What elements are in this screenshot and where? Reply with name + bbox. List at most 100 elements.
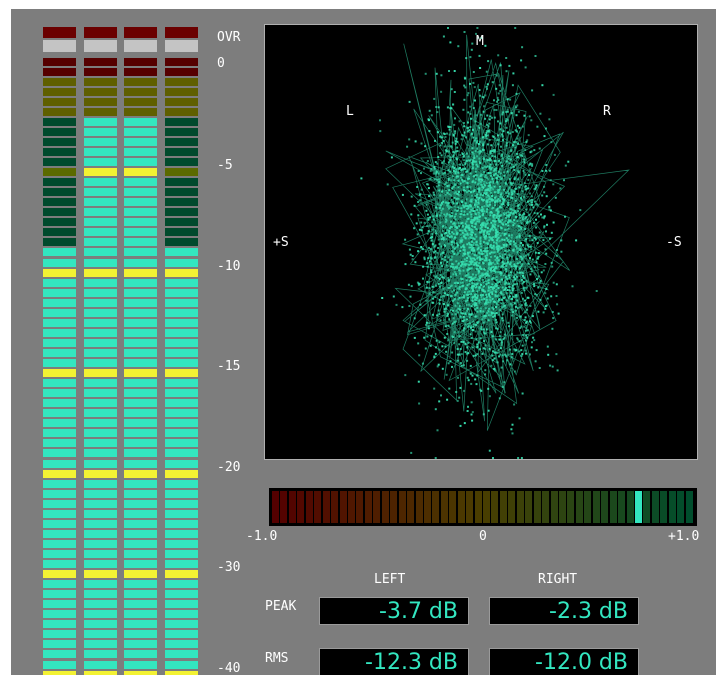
meter-segment	[43, 379, 76, 387]
correlation-segment	[533, 491, 541, 523]
meter-segment	[165, 78, 198, 86]
meter-segment	[84, 650, 117, 658]
meter-segment	[43, 238, 76, 246]
meter-segment	[84, 269, 117, 277]
meter-segment	[84, 389, 117, 397]
meter-segment	[43, 620, 76, 628]
peak-row-label: PEAK	[265, 599, 297, 614]
meter-segment	[43, 640, 76, 648]
correlation-segment	[660, 491, 668, 523]
meter-segment	[165, 510, 198, 518]
correlation-segment	[288, 491, 296, 523]
rms-right-readout: -12.0 dB	[489, 648, 639, 675]
meter-segment	[165, 530, 198, 538]
meter-segment	[124, 309, 157, 317]
meter-segment	[84, 279, 117, 287]
meter-segment	[84, 480, 117, 488]
meter-segment	[124, 399, 157, 407]
meter-segment	[84, 359, 117, 367]
meter-segment	[124, 520, 157, 528]
meter-segment	[165, 58, 198, 66]
meter-segment	[165, 128, 198, 136]
meter-segment	[124, 550, 157, 558]
meter-segment	[84, 128, 117, 136]
meter-segment	[124, 148, 157, 156]
meter-segment	[43, 108, 76, 116]
meter-segment	[84, 228, 117, 236]
meter-segment	[124, 88, 157, 96]
meter-segment	[124, 198, 157, 206]
meter-segment	[165, 671, 198, 675]
meter-segment	[43, 208, 76, 216]
goniometer-display: M L R +S -S	[264, 24, 698, 460]
correlation-segment	[373, 491, 381, 523]
meter-segment	[124, 600, 157, 608]
goniometer-label-minus-s: -S	[666, 235, 682, 250]
correlation-segment	[525, 491, 533, 523]
correlation-segment	[584, 491, 592, 523]
meter-segment	[124, 279, 157, 287]
meter-segment	[84, 550, 117, 558]
correlation-tick-minus-1: -1.0	[246, 529, 278, 544]
ovr-divider	[43, 40, 76, 52]
correlation-segment	[643, 491, 651, 523]
meter-segment	[124, 359, 157, 367]
ovr-indicator	[165, 27, 198, 38]
meter-segment	[124, 389, 157, 397]
meter-segment	[124, 58, 157, 66]
correlation-segment	[381, 491, 389, 523]
meter-segment	[165, 650, 198, 658]
meter-segment	[43, 148, 76, 156]
meter-segment	[43, 429, 76, 437]
meter-segment	[165, 299, 198, 307]
meter-segment	[165, 661, 198, 669]
scale-label-0: 0	[217, 56, 225, 71]
meter-segment	[43, 480, 76, 488]
meter-segment	[165, 570, 198, 578]
meter-segment	[124, 269, 157, 277]
meter-segment	[43, 118, 76, 126]
meter-segment	[84, 118, 117, 126]
correlation-segment	[457, 491, 465, 523]
meter-segment	[165, 319, 198, 327]
meter-segment	[43, 319, 76, 327]
meter-segment	[84, 540, 117, 548]
meter-segment	[165, 640, 198, 648]
meter-segment	[84, 580, 117, 588]
meter-segment	[165, 419, 198, 427]
correlation-segment	[677, 491, 685, 523]
meter-segment	[165, 540, 198, 548]
correlation-segment	[449, 491, 457, 523]
correlation-segment	[272, 491, 279, 523]
meter-segment	[165, 349, 198, 357]
meter-segment	[84, 520, 117, 528]
correlation-segment	[516, 491, 524, 523]
correlation-segment	[356, 491, 364, 523]
scale-label-minus-30: -30	[217, 560, 241, 575]
correlation-segment	[348, 491, 355, 523]
meter-segment	[43, 550, 76, 558]
meter-segment	[43, 449, 76, 457]
meter-segment	[84, 661, 117, 669]
ovr-divider	[124, 40, 157, 52]
meter-segment	[43, 198, 76, 206]
meter-segment	[165, 379, 198, 387]
header-right-channel: RIGHT	[538, 572, 578, 587]
correlation-segment	[364, 491, 372, 523]
meter-segment	[165, 389, 198, 397]
meter-segment	[84, 419, 117, 427]
meter-panel: OVR 0 -5 -10 -15 -20 -30 -40 M L R +S -S…	[11, 9, 716, 675]
correlation-segment	[415, 491, 423, 523]
meter-segment	[43, 419, 76, 427]
meter-segment	[43, 138, 76, 146]
meter-segment	[165, 118, 198, 126]
meter-segment	[124, 490, 157, 498]
meter-segment	[124, 299, 157, 307]
meter-segment	[84, 148, 117, 156]
meter-segment	[43, 158, 76, 166]
goniometer-label-plus-s: +S	[273, 235, 289, 250]
meter-segment	[43, 279, 76, 287]
meter-segment	[84, 248, 117, 256]
meter-segment	[124, 228, 157, 236]
meter-segment	[43, 299, 76, 307]
